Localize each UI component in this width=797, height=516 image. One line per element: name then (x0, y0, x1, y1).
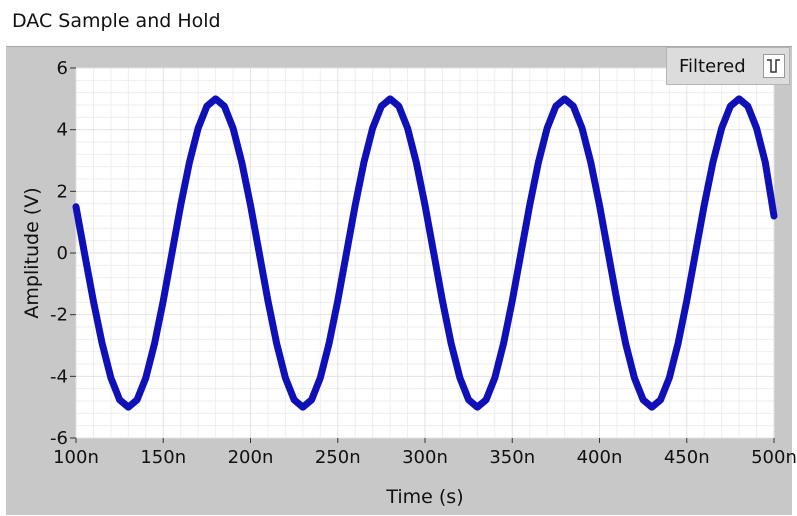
chart-title: DAC Sample and Hold (12, 10, 221, 32)
x-tick-label: 300n (402, 447, 448, 468)
x-axis-ticks: 100n 150n 200n 250n 300n 350n 400n 450n 500n (53, 438, 797, 468)
y-tick-label: 0 (57, 243, 68, 264)
x-tick-label: 400n (577, 447, 623, 468)
x-tick-label: 250n (315, 447, 361, 468)
y-axis-label: Amplitude (V) (21, 187, 43, 318)
y-tick-label: 2 (57, 181, 68, 202)
x-tick-label: 350n (489, 447, 535, 468)
series-line-filtered (72, 95, 778, 411)
legend[interactable]: Filtered (666, 47, 790, 85)
y-tick-label: -4 (50, 366, 68, 387)
x-axis-label: Time (s) (385, 486, 463, 508)
y-tick-label: -2 (50, 305, 68, 326)
y-tick-label: 6 (57, 58, 68, 79)
y-tick-label: -6 (50, 428, 68, 449)
x-tick-label: 100n (53, 447, 99, 468)
plot-style-icon (767, 59, 780, 73)
x-tick-label: 450n (664, 447, 710, 468)
y-axis-ticks: -6 -4 -2 0 2 4 6 (50, 58, 76, 449)
legend-label: Filtered (679, 56, 746, 77)
x-tick-label: 200n (228, 447, 274, 468)
x-tick-label: 500n (751, 447, 797, 468)
y-tick-label: 4 (57, 120, 68, 141)
x-tick-label: 150n (140, 447, 186, 468)
legend-plot-style-icon[interactable] (763, 54, 785, 78)
